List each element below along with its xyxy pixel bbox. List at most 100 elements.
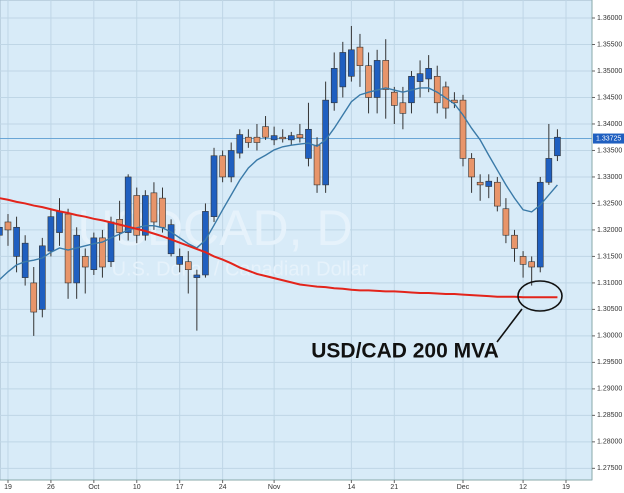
y-tick-label: 1.31000	[597, 280, 622, 287]
candle-body	[382, 60, 390, 90]
candle-body	[124, 176, 132, 233]
y-tick-label: 1.30500	[597, 306, 622, 313]
candle-body	[236, 134, 244, 154]
candle-body	[133, 195, 141, 236]
candle-body	[262, 126, 269, 138]
x-tick-label: Oct	[88, 484, 99, 491]
price-label-box	[593, 133, 624, 144]
y-tick-label: 1.28000	[597, 439, 622, 446]
y-tick-label: 1.31500	[597, 253, 622, 260]
y-tick-label: 1.33000	[597, 174, 622, 181]
candle-body	[30, 282, 38, 313]
candle-body	[476, 181, 484, 186]
x-tick-label: Dec	[457, 484, 470, 491]
candle-body	[356, 46, 364, 66]
y-tick-label: 1.35500	[597, 41, 622, 48]
x-tick-label: 19	[562, 484, 570, 491]
x-tick-label: 26	[47, 484, 55, 491]
candle-body	[373, 60, 381, 98]
candle-body	[159, 197, 166, 228]
candle-body	[193, 274, 201, 278]
candle-body	[511, 234, 518, 249]
candle-body	[433, 75, 441, 104]
x-tick-label: 14	[347, 484, 355, 491]
x-tick-label: Nov	[268, 484, 281, 491]
x-tick-label: 12	[519, 484, 527, 491]
candle-body	[391, 91, 398, 106]
candle-body	[468, 158, 475, 178]
highlight-circle	[517, 280, 563, 312]
candle-body	[416, 73, 424, 82]
marks	[0, 25, 592, 336]
candle-body	[99, 237, 106, 268]
candle-body	[494, 181, 501, 207]
candle-body	[13, 226, 20, 257]
candle-body	[554, 136, 561, 157]
candle-body	[399, 102, 407, 114]
candle-body	[536, 181, 544, 268]
candle-body	[287, 135, 295, 141]
x-tick-label: 17	[176, 484, 184, 491]
candle-body	[90, 237, 98, 270]
candle-body	[21, 242, 29, 278]
candle-body	[73, 234, 80, 284]
x-tick-label: 19	[4, 484, 12, 491]
watermark-subtitle: U.S. Dollar / Canadian Dollar	[112, 258, 369, 280]
y-tick-label: 1.32000	[597, 227, 622, 234]
y-tick-label: 1.27500	[597, 465, 622, 472]
candle-body	[502, 208, 510, 236]
price-label: 1.33725	[596, 135, 621, 142]
candle-body	[0, 226, 3, 236]
candle-body	[253, 136, 261, 143]
candle-body	[485, 180, 493, 187]
y-tick-label: 1.34500	[597, 94, 622, 101]
y-tick-label: 1.28500	[597, 412, 622, 419]
candle-body	[142, 195, 149, 236]
candle-body	[330, 68, 338, 104]
x-tick-label: 21	[390, 484, 398, 491]
candle-body	[210, 155, 218, 217]
candle-body	[322, 99, 329, 186]
candle-body	[176, 256, 183, 265]
annotation-arrow	[496, 308, 523, 343]
overlay-line	[0, 197, 558, 299]
candle-body	[107, 221, 115, 263]
candle-body	[219, 155, 226, 178]
y-tick-label: 1.29000	[597, 386, 622, 393]
candle-body	[64, 213, 72, 284]
annotation: USD/CAD 200 MVA	[311, 340, 498, 363]
candle-body	[296, 134, 304, 139]
overlay-line	[0, 87, 558, 281]
y-tick-label: 1.32500	[597, 200, 622, 207]
candle-body	[150, 192, 158, 223]
candle-body	[545, 158, 553, 183]
x-tick-label: 10	[133, 484, 141, 491]
candle-body	[56, 211, 63, 233]
plot-area	[0, 0, 593, 481]
candle-body	[81, 256, 89, 268]
y-tick-label: 1.29500	[597, 359, 622, 366]
candle-body	[184, 261, 192, 270]
x-tick-label: 24	[219, 484, 227, 491]
candle-body	[339, 52, 347, 88]
candle-body	[519, 256, 527, 265]
y-tick-label: 1.35000	[597, 68, 622, 75]
candle-body	[245, 136, 252, 143]
candle-body	[202, 211, 209, 276]
candle-body	[365, 65, 372, 98]
y-tick-label: 1.36000	[597, 15, 622, 22]
y-tick-label: 1.33500	[597, 147, 622, 154]
grid	[0, 0, 592, 480]
y-tick-label: 1.34000	[597, 121, 622, 128]
candle-body	[528, 261, 535, 268]
candle-body	[348, 49, 355, 77]
candle-body	[39, 245, 46, 310]
candle-body	[279, 136, 287, 140]
candle-body	[313, 144, 321, 186]
candle-body	[270, 135, 278, 141]
y-tick-label: 1.30000	[597, 333, 622, 340]
candle-body	[4, 221, 12, 231]
candle-body	[425, 68, 432, 80]
